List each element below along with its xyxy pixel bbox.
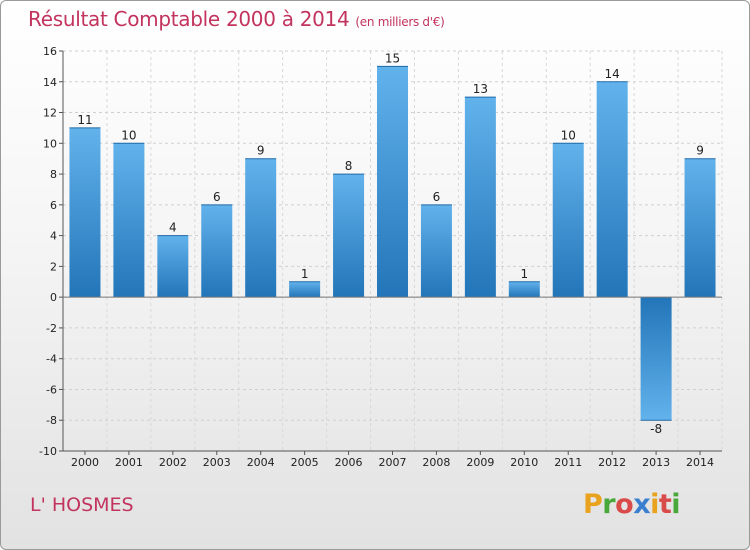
bar-value-label: 6 bbox=[213, 190, 221, 204]
y-tick-label: 4 bbox=[50, 230, 57, 243]
x-tick-label: 2014 bbox=[686, 456, 714, 469]
bar bbox=[333, 174, 365, 298]
logo-letter: i bbox=[650, 489, 659, 520]
bar-value-label: 13 bbox=[473, 82, 488, 96]
x-tick-label: 2013 bbox=[642, 456, 670, 469]
y-tick-label: 2 bbox=[50, 260, 57, 273]
x-tick-label: 2012 bbox=[598, 456, 626, 469]
bar bbox=[377, 66, 408, 298]
bar-value-label: 8 bbox=[345, 159, 353, 173]
y-tick-label: 16 bbox=[43, 45, 57, 58]
x-tick-label: 2004 bbox=[247, 456, 275, 469]
proxiti-logo: Proxiti bbox=[583, 489, 681, 520]
y-tick-label: -8 bbox=[46, 414, 57, 427]
x-tick-label: 2009 bbox=[466, 456, 494, 469]
bar-value-label: 14 bbox=[605, 67, 620, 81]
x-tick-label: 2000 bbox=[71, 456, 99, 469]
logo-letter: i bbox=[671, 489, 681, 520]
x-tick-label: 2011 bbox=[554, 456, 582, 469]
y-tick-label: 14 bbox=[43, 76, 57, 89]
y-tick-label: -10 bbox=[39, 445, 57, 458]
bar bbox=[289, 281, 321, 298]
x-tick-label: 2008 bbox=[422, 456, 450, 469]
x-tick-label: 2002 bbox=[159, 456, 187, 469]
bar bbox=[245, 158, 277, 298]
x-tick-label: 2006 bbox=[335, 456, 363, 469]
logo-letter: r bbox=[602, 489, 616, 520]
bar bbox=[640, 297, 672, 421]
bar bbox=[552, 143, 584, 298]
bar bbox=[596, 81, 628, 298]
bar bbox=[508, 281, 540, 298]
bar-value-label: 6 bbox=[433, 190, 441, 204]
y-tick-label: -6 bbox=[46, 383, 57, 396]
bar bbox=[684, 158, 716, 298]
logo-letter: x bbox=[633, 489, 651, 520]
y-tick-label: 6 bbox=[50, 199, 57, 212]
y-tick-label: 0 bbox=[50, 291, 57, 304]
logo-letter: o bbox=[615, 489, 634, 520]
x-tick-label: 2005 bbox=[291, 456, 319, 469]
bar bbox=[464, 97, 496, 298]
y-tick-label: -4 bbox=[46, 353, 57, 366]
commune-name: L' HOSMES bbox=[30, 494, 134, 516]
bar-value-label: 11 bbox=[77, 113, 92, 127]
logo-letter: P bbox=[583, 489, 603, 520]
bar-value-label: 15 bbox=[385, 51, 400, 65]
x-tick-label: 2001 bbox=[115, 456, 143, 469]
x-tick-label: 2007 bbox=[379, 456, 407, 469]
bar bbox=[157, 235, 189, 298]
bar-value-label: 4 bbox=[169, 221, 177, 235]
bar bbox=[69, 127, 101, 298]
x-tick-label: 2010 bbox=[510, 456, 538, 469]
chart-title: Résultat Comptable 2000 à 2014 (en millie… bbox=[28, 7, 445, 31]
y-tick-label: -2 bbox=[46, 322, 57, 335]
y-tick-label: 8 bbox=[50, 168, 57, 181]
bar-value-label: 9 bbox=[257, 144, 265, 158]
bar-value-label: 10 bbox=[121, 128, 136, 142]
bar-value-label: 1 bbox=[301, 267, 309, 281]
y-tick-label: 10 bbox=[43, 137, 57, 150]
chart-subtitle: (en milliers d'€) bbox=[355, 15, 445, 29]
bar bbox=[113, 143, 145, 298]
bar bbox=[201, 204, 233, 298]
bar-value-label: 1 bbox=[520, 267, 528, 281]
x-tick-label: 2003 bbox=[203, 456, 231, 469]
bar-value-label: -8 bbox=[650, 422, 662, 436]
logo-letter: t bbox=[658, 489, 672, 520]
bar-value-label: 10 bbox=[561, 128, 576, 142]
y-tick-label: 12 bbox=[43, 107, 57, 120]
bar bbox=[420, 204, 452, 298]
bar-value-label: 9 bbox=[696, 144, 704, 158]
